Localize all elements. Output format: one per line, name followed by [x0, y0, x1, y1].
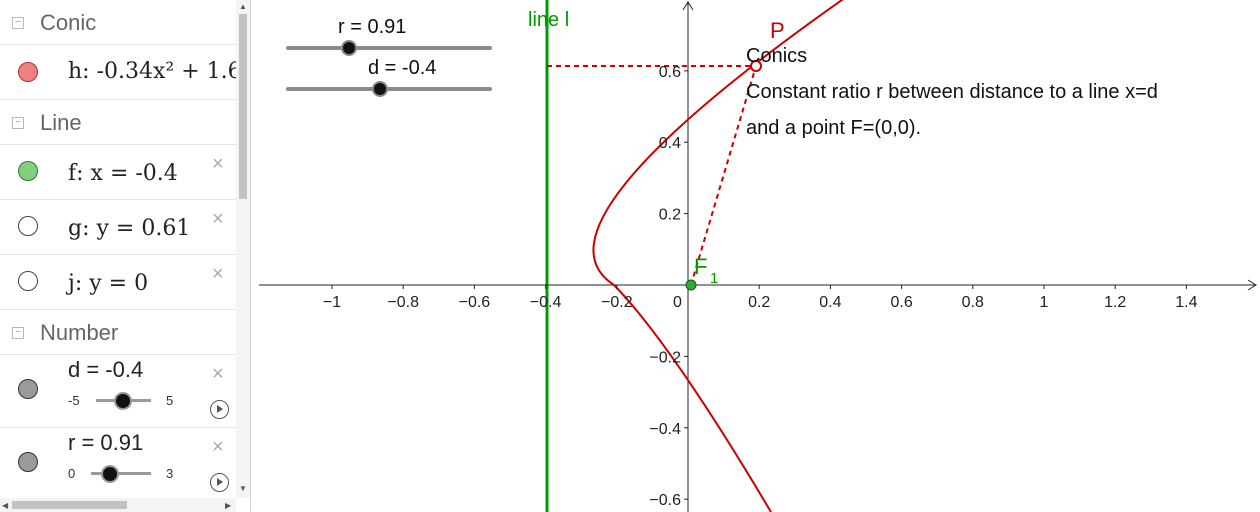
group-line[interactable]: − Line — [0, 100, 236, 145]
x-tick-label: 0 — [673, 294, 682, 311]
slider-d-knob[interactable] — [372, 81, 388, 97]
visibility-toggle-icon[interactable] — [18, 62, 38, 82]
scroll-up-icon[interactable]: ▲ — [239, 2, 247, 11]
collapse-icon[interactable]: − — [12, 17, 24, 29]
line-l-label: line l — [528, 9, 569, 31]
collapse-icon[interactable]: − — [12, 327, 24, 339]
algebra-item-j-expression[interactable]: j: y = 0 — [68, 271, 149, 296]
conic-h[interactable] — [592, 0, 849, 512]
x-tick-label: 0.8 — [962, 294, 984, 311]
slider-knob[interactable] — [114, 392, 132, 410]
group-line-label: Line — [40, 110, 82, 135]
visibility-toggle-icon[interactable] — [18, 161, 38, 181]
group-conic-label: Conic — [40, 10, 97, 35]
graphics-view[interactable]: −1 −0.8 −0.6 −0.4 −0.2 0 0.2 0.4 0.6 0.8 1 1.2 1.4 0… — [251, 0, 1260, 512]
x-tick-label: 1.4 — [1175, 294, 1197, 311]
y-tick-label: 0.4 — [659, 135, 681, 152]
visibility-toggle-icon[interactable] — [18, 271, 38, 291]
slider-track[interactable] — [91, 472, 151, 475]
collapse-icon[interactable]: − — [12, 117, 24, 129]
group-number-label: Number — [40, 320, 119, 345]
algebra-item-r-label[interactable]: r = 0.91 — [68, 430, 144, 455]
y-tick-label: 0.6 — [659, 64, 681, 81]
x-tick-label: −0.2 — [601, 294, 633, 311]
slider-max: 3 — [166, 466, 174, 481]
slider-min: 0 — [68, 466, 76, 481]
algebra-item-d-label[interactable]: d = -0.4 — [68, 357, 144, 382]
slider-d-label: d = -0.4 — [368, 57, 436, 79]
algebra-view: − Conic h: -0.34x² + 1.6 − Line f: x = -… — [0, 0, 251, 512]
x-tick-label: 0.2 — [748, 294, 770, 311]
text-block-line-1[interactable]: Conics — [746, 45, 807, 67]
algebra-item-r[interactable]: r = 0.91 × 0 3 — [0, 428, 236, 499]
horizontal-scroll-thumb[interactable] — [12, 501, 127, 509]
algebra-item-g[interactable]: g: y = 0.61 × — [0, 200, 236, 255]
x-tick-label: 1.2 — [1104, 294, 1126, 311]
dashed-line-to-focus — [690, 65, 757, 286]
focus-point[interactable] — [685, 279, 697, 291]
text-block-line-3[interactable]: and a point F=(0,0). — [746, 117, 921, 139]
vertical-scroll-thumb[interactable] — [239, 14, 247, 199]
delete-icon[interactable]: × — [212, 263, 224, 285]
algebra-item-g-expression[interactable]: g: y = 0.61 — [68, 216, 191, 241]
delete-icon[interactable]: × — [212, 363, 224, 385]
x-tick-label: 0.6 — [890, 294, 912, 311]
visibility-toggle-icon[interactable] — [18, 216, 38, 236]
focus-subscript: 1 — [710, 270, 718, 287]
x-tick-label: −0.4 — [530, 294, 562, 311]
algebra-item-d[interactable]: d = -0.4 × -5 5 — [0, 355, 236, 428]
delete-icon[interactable]: × — [212, 208, 224, 230]
slider-r-knob[interactable] — [341, 40, 357, 56]
x-tick-label: −0.6 — [459, 294, 491, 311]
group-conic[interactable]: − Conic — [0, 0, 236, 45]
y-tick-label: −0.2 — [649, 349, 681, 366]
visibility-toggle-icon[interactable] — [18, 452, 38, 472]
algebra-item-h-expression[interactable]: h: -0.34x² + 1.6 — [68, 59, 236, 84]
algebra-item-f[interactable]: f: x = -0.4 × — [0, 145, 236, 200]
scroll-right-icon[interactable]: ▶ — [225, 501, 232, 510]
scroll-left-icon[interactable]: ◀ — [2, 501, 9, 510]
x-tick-label: −0.8 — [387, 294, 419, 311]
y-tick-label: −0.4 — [649, 421, 681, 438]
scroll-down-icon[interactable]: ▼ — [239, 484, 247, 493]
visibility-toggle-icon[interactable] — [18, 379, 38, 399]
algebra-item-h[interactable]: h: -0.34x² + 1.6 — [0, 45, 236, 100]
x-axis-arrow-icon — [1247, 279, 1257, 291]
delete-icon[interactable]: × — [212, 436, 224, 458]
x-tick-label: −1 — [323, 294, 341, 311]
slider-min: -5 — [68, 393, 80, 408]
play-icon[interactable] — [210, 473, 229, 492]
point-p-label: P — [770, 18, 785, 43]
x-tick-labels: −1 −0.8 −0.6 −0.4 −0.2 0 0.2 0.4 0.6 0.8 1 1.2 1.4 — [323, 285, 1198, 311]
slider-r-label: r = 0.91 — [338, 16, 406, 38]
graphics-canvas[interactable]: −1 −0.8 −0.6 −0.4 −0.2 0 0.2 0.4 0.6 0.8 1 1.2 1.4 0… — [251, 0, 1260, 512]
delete-icon[interactable]: × — [212, 153, 224, 175]
algebra-item-f-expression[interactable]: f: x = -0.4 — [68, 161, 178, 186]
horizontal-scrollbar[interactable]: ◀ ▶ — [0, 498, 236, 512]
play-icon[interactable] — [210, 400, 229, 419]
algebra-item-j[interactable]: j: y = 0 × — [0, 255, 236, 310]
slider-max: 5 — [166, 393, 174, 408]
y-tick-label: 0.2 — [659, 207, 681, 224]
x-tick-label: 1 — [1040, 294, 1049, 311]
focus-label: F — [694, 254, 707, 279]
y-tick-label: −0.6 — [649, 492, 681, 509]
text-block-line-2[interactable]: Constant ratio r between distance to a l… — [746, 81, 1158, 103]
vertical-scrollbar[interactable]: ▲ ▼ — [236, 0, 250, 498]
point-p[interactable] — [750, 60, 762, 72]
group-number[interactable]: − Number — [0, 310, 236, 355]
x-tick-label: 0.4 — [819, 294, 841, 311]
slider-knob[interactable] — [101, 465, 119, 483]
y-tick-labels: 0.6 0.4 0.2 −0.2 −0.4 −0.6 — [649, 64, 688, 509]
y-axis-arrow-icon — [682, 1, 694, 11]
